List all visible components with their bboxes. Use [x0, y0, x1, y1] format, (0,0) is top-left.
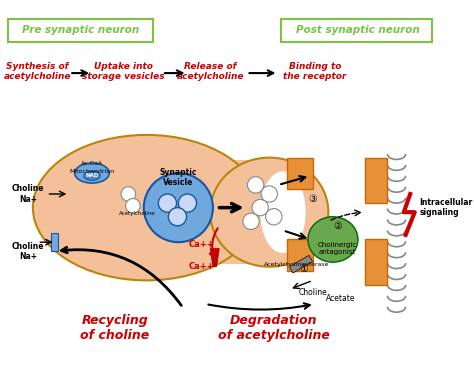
Text: ③: ③	[309, 194, 317, 204]
Circle shape	[121, 187, 136, 201]
Text: NAD: NAD	[85, 173, 99, 178]
Circle shape	[144, 173, 213, 242]
Text: ①: ①	[300, 265, 308, 275]
Text: Recycling
of choline: Recycling of choline	[80, 314, 149, 342]
Text: Acetate: Acetate	[326, 294, 355, 303]
Text: Synthesis of
acetylcholine: Synthesis of acetylcholine	[4, 61, 71, 81]
Ellipse shape	[210, 158, 328, 267]
Circle shape	[158, 194, 176, 212]
Text: Mitochondrion: Mitochondrion	[69, 169, 115, 174]
Circle shape	[247, 177, 264, 193]
Bar	[287, 158, 313, 190]
Bar	[142, 160, 306, 264]
Text: Ca++: Ca++	[188, 240, 214, 248]
Text: ②: ②	[333, 221, 342, 231]
Polygon shape	[210, 248, 219, 267]
Bar	[287, 240, 313, 271]
Text: Cholinergic
antagonist: Cholinergic antagonist	[318, 242, 357, 255]
Text: Uptake into
storage vesicles: Uptake into storage vesicles	[82, 61, 165, 81]
Bar	[365, 240, 387, 285]
Circle shape	[261, 186, 277, 202]
FancyBboxPatch shape	[9, 18, 153, 42]
Circle shape	[168, 208, 187, 226]
Text: Acetylcholinesterase: Acetylcholinesterase	[264, 262, 329, 266]
Circle shape	[178, 194, 197, 212]
Text: Choline
Na+: Choline Na+	[12, 241, 45, 261]
FancyBboxPatch shape	[281, 18, 432, 42]
Text: Acetylcholine: Acetylcholine	[119, 210, 156, 216]
Text: Degradation
of acetylcholine: Degradation of acetylcholine	[218, 314, 330, 342]
Bar	[51, 233, 58, 251]
Ellipse shape	[308, 217, 358, 262]
Text: Choline
Na+: Choline Na+	[12, 184, 45, 204]
Ellipse shape	[84, 171, 100, 180]
Circle shape	[252, 199, 268, 216]
Text: Post synaptic neuron: Post synaptic neuron	[296, 25, 419, 35]
Text: Pre synaptic neuron: Pre synaptic neuron	[21, 25, 139, 35]
Text: Release of
acetylcholine: Release of acetylcholine	[176, 61, 244, 81]
Bar	[146, 162, 269, 262]
Ellipse shape	[33, 135, 260, 280]
Circle shape	[126, 199, 140, 213]
Text: Choline: Choline	[299, 288, 327, 297]
Ellipse shape	[260, 171, 306, 253]
Text: Binding to
the receptor: Binding to the receptor	[283, 61, 346, 81]
Text: Ca++: Ca++	[188, 262, 214, 271]
Text: Intracellular
signaling: Intracellular signaling	[419, 198, 473, 217]
Ellipse shape	[75, 163, 109, 183]
Bar	[289, 255, 312, 273]
Text: Ac.CoA: Ac.CoA	[81, 162, 103, 166]
Text: Synaptic
Vesicle: Synaptic Vesicle	[160, 168, 197, 187]
Circle shape	[265, 209, 282, 225]
Circle shape	[243, 213, 259, 230]
Bar	[365, 158, 387, 203]
